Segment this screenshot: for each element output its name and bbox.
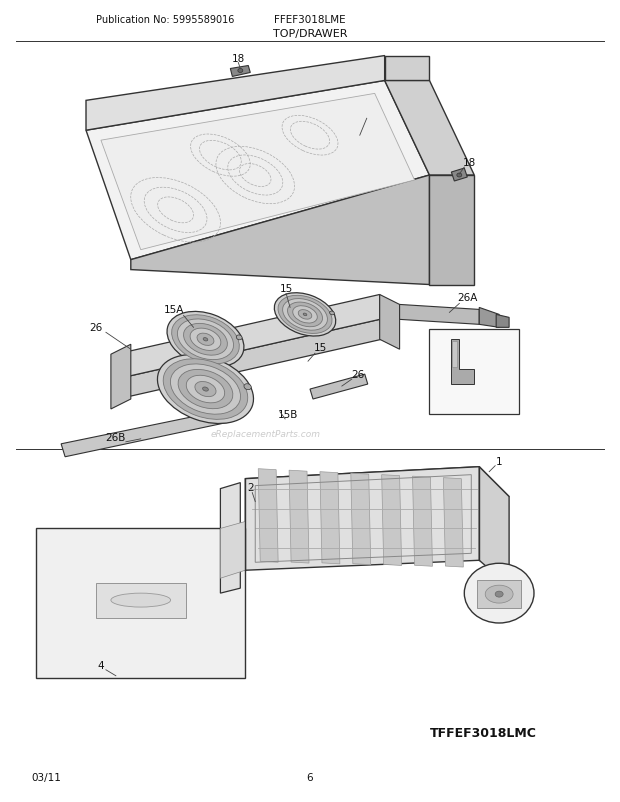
Ellipse shape (203, 387, 208, 391)
Polygon shape (451, 169, 467, 182)
Polygon shape (246, 467, 479, 570)
Polygon shape (246, 467, 509, 511)
Ellipse shape (278, 296, 332, 334)
Polygon shape (36, 529, 246, 678)
Polygon shape (400, 305, 479, 325)
Polygon shape (310, 375, 368, 399)
Polygon shape (86, 56, 384, 131)
Ellipse shape (303, 314, 307, 316)
Polygon shape (430, 176, 474, 286)
Polygon shape (111, 345, 131, 410)
FancyBboxPatch shape (430, 330, 519, 415)
Text: FFEF3018LME: FFEF3018LME (274, 14, 346, 25)
Ellipse shape (163, 359, 248, 419)
Polygon shape (61, 410, 234, 457)
Polygon shape (382, 475, 402, 565)
Polygon shape (101, 95, 415, 250)
Polygon shape (116, 320, 382, 399)
Ellipse shape (293, 306, 317, 324)
Text: 2: 2 (247, 482, 254, 492)
Polygon shape (86, 81, 430, 261)
Ellipse shape (236, 335, 242, 340)
Polygon shape (384, 81, 474, 176)
Polygon shape (289, 471, 309, 563)
Ellipse shape (184, 324, 228, 356)
Polygon shape (96, 583, 185, 618)
Polygon shape (116, 295, 379, 379)
Ellipse shape (172, 315, 239, 364)
Ellipse shape (111, 593, 170, 607)
Polygon shape (451, 340, 474, 385)
Text: 1: 1 (496, 456, 502, 466)
Polygon shape (479, 467, 509, 586)
Text: 18: 18 (232, 54, 245, 63)
Ellipse shape (288, 302, 322, 327)
Text: 16: 16 (363, 109, 376, 119)
Polygon shape (220, 522, 246, 578)
Text: Publication No: 5995589016: Publication No: 5995589016 (96, 14, 234, 25)
Text: 15B: 15B (278, 410, 298, 419)
Polygon shape (131, 176, 430, 286)
Text: TOP/DRAWER: TOP/DRAWER (273, 29, 347, 38)
Polygon shape (384, 56, 430, 81)
Ellipse shape (485, 585, 513, 603)
Ellipse shape (283, 299, 327, 330)
Text: 26: 26 (351, 370, 365, 379)
Text: 03/11: 03/11 (31, 772, 61, 782)
Polygon shape (231, 67, 250, 77)
Text: 15: 15 (280, 283, 293, 294)
Polygon shape (379, 295, 400, 350)
Polygon shape (351, 474, 371, 565)
Polygon shape (496, 315, 509, 328)
Ellipse shape (197, 334, 214, 346)
Ellipse shape (244, 384, 251, 391)
Text: 52: 52 (482, 346, 496, 357)
Ellipse shape (298, 310, 312, 320)
Ellipse shape (170, 364, 241, 415)
Text: 18: 18 (463, 158, 476, 168)
Ellipse shape (167, 312, 244, 367)
Ellipse shape (330, 312, 334, 315)
Polygon shape (259, 469, 278, 562)
Text: TFFEF3018LMC: TFFEF3018LMC (430, 726, 536, 739)
Ellipse shape (177, 319, 234, 360)
Ellipse shape (203, 338, 208, 342)
Polygon shape (220, 483, 241, 593)
Polygon shape (479, 308, 499, 328)
Ellipse shape (186, 376, 224, 403)
Ellipse shape (195, 382, 216, 397)
Text: 7: 7 (496, 601, 502, 610)
Text: 15A: 15A (164, 305, 184, 315)
Ellipse shape (495, 591, 503, 597)
Polygon shape (453, 342, 458, 367)
Text: 26A: 26A (457, 293, 477, 303)
Ellipse shape (178, 370, 233, 409)
Polygon shape (443, 478, 463, 567)
Text: 4: 4 (97, 660, 104, 670)
Text: 26B: 26B (105, 432, 126, 442)
Polygon shape (320, 472, 340, 564)
Ellipse shape (457, 174, 462, 178)
Ellipse shape (190, 329, 221, 351)
Text: 26: 26 (89, 323, 102, 333)
Polygon shape (412, 476, 432, 566)
Ellipse shape (157, 355, 254, 424)
Ellipse shape (238, 70, 243, 74)
Polygon shape (477, 581, 521, 608)
Ellipse shape (464, 564, 534, 623)
Ellipse shape (274, 294, 335, 337)
Text: 6: 6 (307, 772, 313, 782)
Text: 15: 15 (313, 342, 327, 353)
Text: eReplacementParts.com: eReplacementParts.com (210, 430, 320, 439)
